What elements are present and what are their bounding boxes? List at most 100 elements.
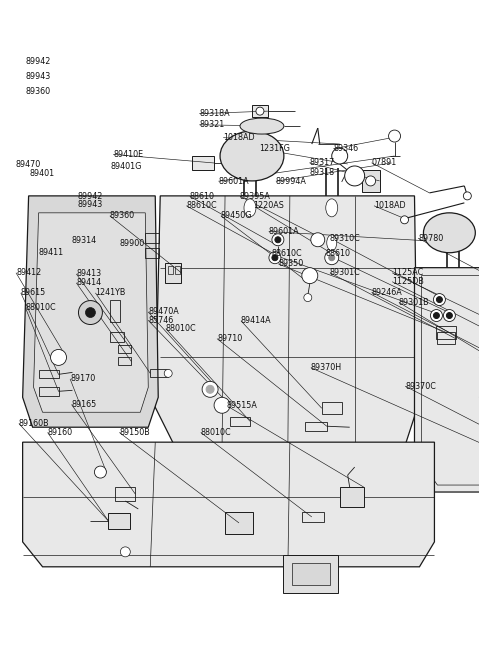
Bar [150, 369, 168, 377]
Bar [38, 387, 59, 396]
Ellipse shape [220, 131, 284, 181]
Ellipse shape [240, 118, 284, 134]
Text: 88010C: 88010C [201, 428, 231, 437]
Text: 88010C: 88010C [166, 324, 196, 333]
Circle shape [256, 107, 264, 115]
Text: 89318A: 89318A [199, 109, 230, 118]
Text: 89601A: 89601A [218, 177, 249, 186]
Bar [108, 513, 130, 529]
Bar [252, 105, 268, 117]
Text: 89346: 89346 [333, 144, 359, 153]
Bar [192, 156, 214, 170]
Circle shape [272, 255, 278, 261]
Text: 89900: 89900 [120, 239, 144, 248]
FancyBboxPatch shape [292, 443, 430, 493]
Text: 07891: 07891 [372, 159, 397, 167]
Circle shape [85, 308, 96, 318]
Text: 1220AS: 1220AS [253, 201, 284, 210]
FancyBboxPatch shape [24, 443, 150, 493]
Text: 89370H: 89370H [311, 364, 342, 372]
FancyBboxPatch shape [293, 272, 351, 354]
Text: 89321: 89321 [199, 121, 225, 129]
Circle shape [436, 297, 443, 303]
Circle shape [269, 252, 281, 264]
Bar [230, 417, 250, 426]
FancyBboxPatch shape [229, 272, 285, 354]
Text: 89395A: 89395A [240, 192, 271, 201]
Bar [110, 299, 120, 322]
Bar [340, 487, 364, 507]
Text: 89170: 89170 [70, 375, 96, 383]
Text: 89943: 89943 [25, 72, 51, 81]
Bar [322, 402, 342, 414]
Bar [168, 266, 173, 274]
Text: 89943: 89943 [77, 200, 103, 209]
Text: 89350: 89350 [278, 259, 303, 269]
Text: 88610C: 88610C [186, 201, 217, 210]
Ellipse shape [423, 213, 475, 253]
Text: 89301B: 89301B [399, 298, 430, 307]
Text: 89401: 89401 [29, 170, 55, 178]
Circle shape [302, 268, 318, 284]
Text: 89360: 89360 [110, 212, 135, 220]
Text: 89710: 89710 [217, 334, 242, 343]
Text: 89615: 89615 [21, 288, 46, 297]
Text: 88610: 88610 [190, 192, 215, 201]
Text: 89246A: 89246A [372, 288, 402, 297]
Text: 89317: 89317 [310, 159, 335, 167]
Polygon shape [421, 276, 480, 485]
Polygon shape [23, 442, 434, 567]
Bar [38, 370, 59, 379]
Circle shape [389, 130, 400, 142]
Bar [115, 487, 135, 501]
FancyBboxPatch shape [162, 272, 221, 354]
Circle shape [431, 310, 443, 322]
Circle shape [78, 301, 102, 324]
Bar [175, 266, 180, 274]
Circle shape [275, 236, 281, 243]
Text: 89412: 89412 [16, 269, 41, 277]
Text: 89780: 89780 [418, 234, 444, 242]
Circle shape [311, 233, 325, 247]
Polygon shape [34, 213, 148, 412]
Text: 89601A: 89601A [269, 227, 300, 236]
Circle shape [95, 466, 107, 478]
Text: 88610: 88610 [325, 250, 350, 258]
Text: 89994A: 89994A [276, 177, 307, 186]
Circle shape [120, 547, 130, 557]
Circle shape [433, 312, 439, 318]
Text: 1241YB: 1241YB [96, 288, 126, 297]
Circle shape [332, 148, 348, 164]
Text: 89160: 89160 [48, 428, 73, 437]
Text: 89318: 89318 [310, 168, 335, 177]
Text: 1018AD: 1018AD [223, 133, 255, 142]
Text: 89414A: 89414A [241, 316, 272, 326]
Text: 89470A: 89470A [148, 307, 179, 316]
Bar [305, 422, 327, 431]
Text: 85746: 85746 [148, 316, 173, 325]
Polygon shape [155, 196, 418, 447]
Text: 89413: 89413 [76, 269, 101, 278]
Bar [283, 555, 338, 593]
Text: 89410E: 89410E [113, 150, 144, 159]
FancyBboxPatch shape [359, 272, 411, 354]
Bar [225, 512, 253, 534]
Circle shape [329, 255, 335, 261]
Text: 89414: 89414 [76, 278, 101, 288]
Text: 88610C: 88610C [271, 250, 302, 258]
Text: 1231FG: 1231FG [259, 144, 290, 153]
Bar [110, 333, 124, 343]
Text: 89310C: 89310C [330, 234, 361, 242]
Text: 89150B: 89150B [120, 428, 150, 437]
Bar [145, 233, 159, 243]
Circle shape [304, 293, 312, 301]
Text: 89360: 89360 [25, 86, 51, 96]
Circle shape [345, 166, 365, 186]
Bar [302, 512, 324, 522]
Bar [145, 248, 159, 257]
Circle shape [214, 398, 230, 413]
Bar [119, 345, 132, 354]
Circle shape [206, 385, 214, 393]
Circle shape [325, 251, 339, 265]
Circle shape [202, 381, 218, 398]
